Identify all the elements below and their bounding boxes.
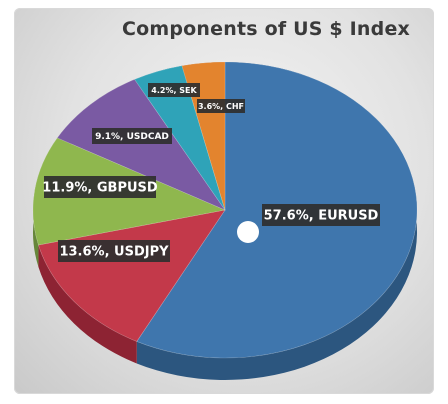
label-gbpusd: 11.9%, GBPUSD [42, 176, 158, 198]
pie-labels: 57.6%, EURUSD 13.6%, USDJPY 11.9%, GBPUSD 9… [42, 83, 380, 262]
label-box-usdjpy [58, 240, 170, 262]
slice-sek [134, 65, 226, 211]
label-eurusd: 57.6%, EURUSD [262, 204, 380, 226]
label-box-sek [148, 83, 200, 97]
center-dot [237, 221, 259, 243]
slice-usdcad [56, 79, 226, 211]
label-text-sek: 4.2%, SEK [151, 86, 197, 95]
label-sek: 4.2%, SEK [148, 83, 200, 97]
label-box-eurusd [262, 204, 380, 226]
slice-side-usdjpy [38, 245, 137, 364]
label-box-gbpusd [44, 176, 156, 198]
label-chf: 3.6%, CHF [197, 99, 245, 113]
label-box-usdcad [92, 128, 172, 144]
label-text-chf: 3.6%, CHF [198, 102, 244, 111]
label-text-gbpusd: 11.9%, GBPUSD [42, 181, 158, 196]
label-usdjpy: 13.6%, USDJPY [58, 240, 170, 262]
label-text-eurusd: 57.6%, EURUSD [264, 209, 379, 224]
label-text-usdjpy: 13.6%, USDJPY [59, 245, 169, 260]
chart-title: Components of US $ Index [121, 18, 410, 40]
label-box-chf [197, 99, 245, 113]
label-text-usdcad: 9.1%, USDCAD [95, 132, 169, 142]
label-usdcad: 9.1%, USDCAD [92, 128, 172, 144]
